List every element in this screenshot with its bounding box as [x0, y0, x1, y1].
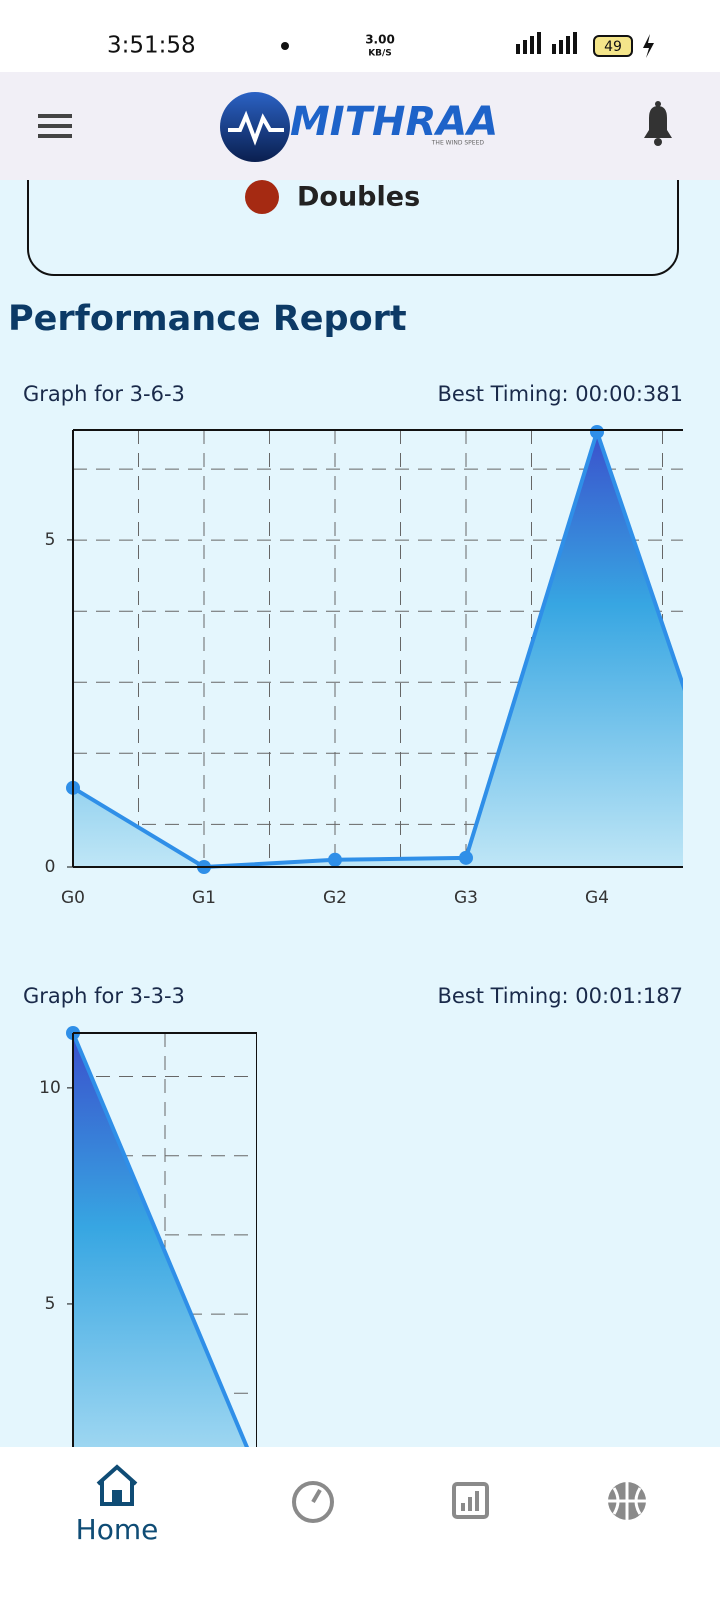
- plot-area: [66, 424, 683, 874]
- menu-button[interactable]: [38, 114, 72, 138]
- logo-mark: [220, 92, 290, 162]
- notifications-button[interactable]: [644, 101, 672, 146]
- section-title: Performance Report: [8, 299, 407, 339]
- data-point: [459, 850, 473, 865]
- legend-label: Doubles: [297, 182, 420, 213]
- logo-tagline: THE WIND SPEED: [431, 140, 485, 147]
- x-tick-label: G2: [323, 888, 347, 908]
- chart-subtitle: Best Timing: 00:00:381: [437, 382, 683, 406]
- logo-text: MITHRAA: [290, 99, 498, 145]
- y-tick-label: 0: [45, 857, 56, 877]
- signal-icons: [516, 32, 577, 54]
- status-time: 3:51:58: [107, 33, 196, 59]
- net-unit: KB/S: [368, 49, 392, 59]
- chart: Graph for 3-6-3 Best Timing: 00:00:381 0 5 G…: [23, 382, 683, 908]
- data-point: [328, 852, 342, 867]
- nav-sports[interactable]: [608, 1482, 646, 1520]
- y-tick-label: 10: [39, 1078, 61, 1098]
- line: [71, 429, 683, 869]
- chart-subtitle: Best Timing: 00:01:187: [437, 984, 683, 1008]
- battery: [593, 35, 633, 57]
- x-tick-label: G1: [192, 888, 216, 908]
- battery-level: 49: [604, 39, 622, 55]
- logo-wave: [228, 110, 284, 146]
- x-tick-label: G3: [454, 888, 478, 908]
- plot-area: [66, 1026, 257, 1447]
- bottom-nav: [0, 1447, 720, 1600]
- charging-icon: [643, 34, 654, 58]
- x-tick-label: G4: [585, 888, 609, 908]
- charts: Graph for 3-6-3 Best Timing: 00:00:38105G…: [23, 382, 683, 1447]
- chart-title: Graph for 3-6-3: [23, 382, 185, 406]
- status-dot: [281, 42, 289, 50]
- nav-timer[interactable]: [292, 1481, 334, 1523]
- area-fill: [73, 1033, 247, 1447]
- legend-dot: [245, 180, 279, 214]
- data-point: [590, 424, 604, 439]
- y-tick-label: 5: [45, 1294, 56, 1314]
- area-fill: [73, 431, 683, 867]
- nav-home-label: Home: [76, 1513, 159, 1546]
- chart-title: Graph for 3-3-3: [23, 984, 185, 1008]
- net-speed: 3.00: [365, 33, 395, 47]
- y-tick-label: 5: [45, 530, 56, 550]
- line: [71, 1032, 250, 1447]
- nav-home[interactable]: Home: [76, 1464, 159, 1546]
- chart: Graph for 3-3-3 Best Timing: 00:01:187 5 10: [23, 984, 683, 1447]
- nav-stats[interactable]: [452, 1482, 489, 1519]
- x-tick-label: G0: [61, 888, 85, 908]
- app-header[interactable]: [0, 72, 720, 180]
